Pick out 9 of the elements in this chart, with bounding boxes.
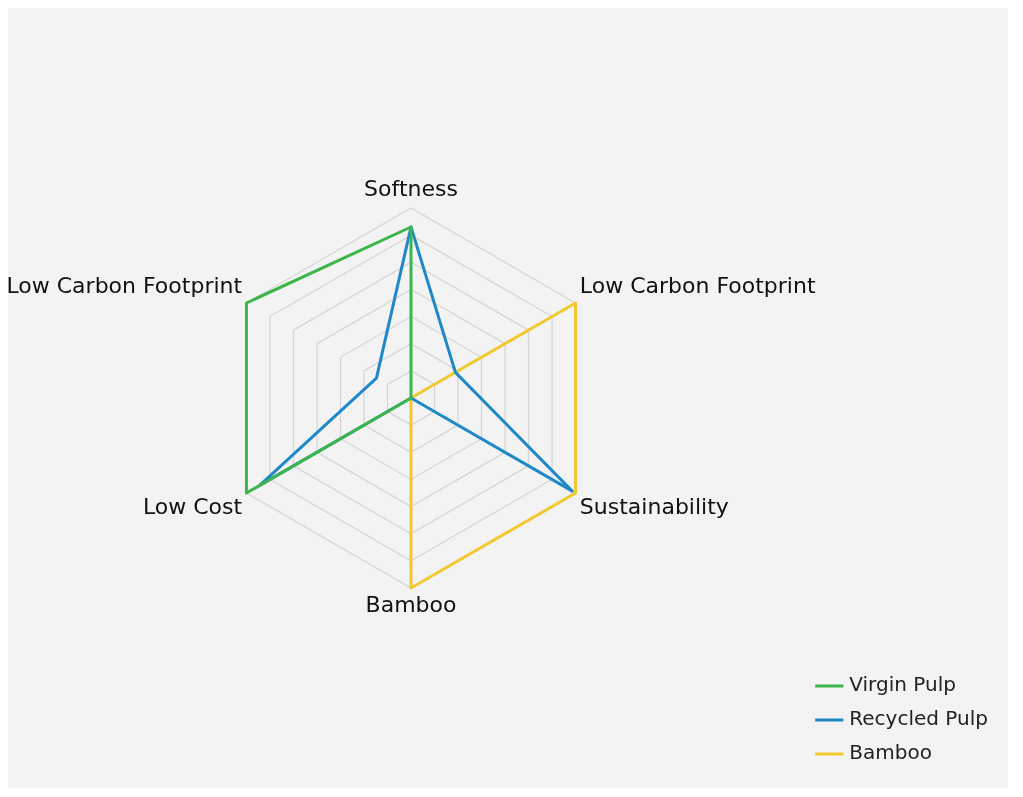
legend-label: Virgin Pulp bbox=[849, 672, 956, 697]
spoke-label: Bamboo bbox=[365, 591, 457, 617]
legend-label: Bamboo bbox=[849, 740, 932, 765]
spoke-label: Low Carbon Footprint bbox=[579, 273, 816, 299]
spoke-label: Low Carbon Footprint bbox=[6, 273, 243, 299]
spoke-label: Sustainability bbox=[579, 494, 729, 520]
legend-label: Recycled Pulp bbox=[849, 706, 989, 731]
spoke-label: Softness bbox=[364, 175, 458, 201]
spoke-label: Low Cost bbox=[142, 494, 243, 520]
